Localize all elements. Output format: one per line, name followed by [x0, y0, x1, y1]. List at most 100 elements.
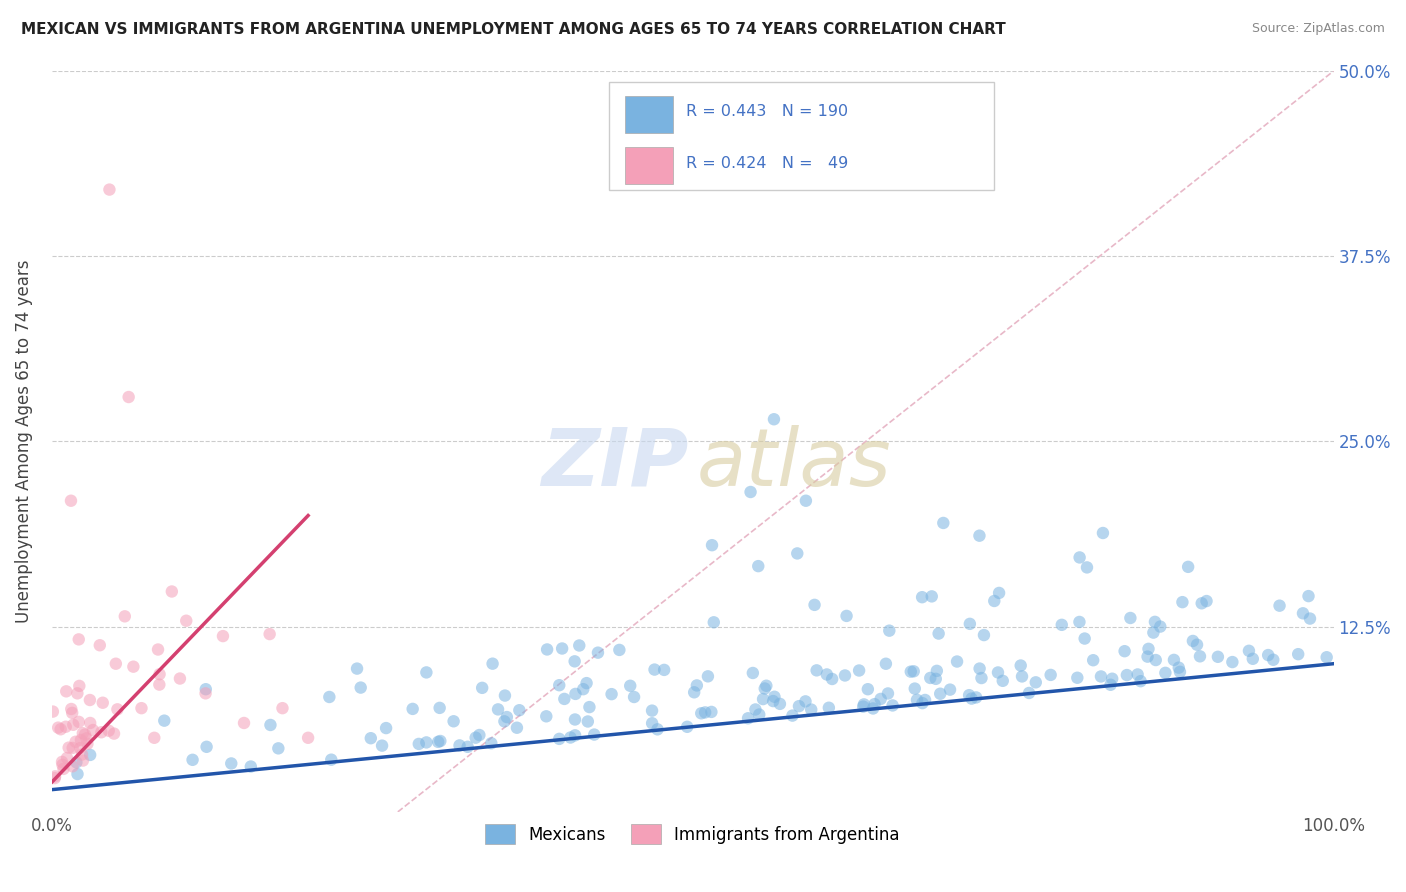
Point: [794, 694, 817, 708]
Point: [1136, 649, 1159, 664]
Point: [55, 720, 77, 734]
Point: [821, 672, 844, 686]
Point: [360, 731, 382, 746]
Point: [1142, 625, 1164, 640]
Point: [1066, 671, 1088, 685]
Point: [486, 702, 509, 716]
Point: [576, 714, 599, 729]
Point: [464, 731, 486, 745]
Point: [536, 709, 558, 723]
Text: Source: ZipAtlas.com: Source: ZipAtlas.com: [1251, 22, 1385, 36]
Point: [1143, 615, 1166, 629]
Point: [271, 701, 294, 715]
Point: [683, 685, 706, 699]
Point: [46, 721, 69, 735]
Point: [1268, 599, 1291, 613]
Point: [755, 679, 778, 693]
Point: [375, 721, 398, 735]
Point: [862, 701, 884, 715]
Point: [932, 516, 955, 530]
Point: [449, 739, 471, 753]
Point: [1126, 667, 1149, 681]
Text: atlas: atlas: [696, 425, 891, 503]
Point: [564, 713, 586, 727]
Point: [62, 759, 84, 773]
Point: [762, 412, 785, 426]
Point: [686, 678, 709, 692]
Point: [1129, 674, 1152, 689]
Point: [1257, 648, 1279, 662]
Point: [1298, 589, 1320, 603]
Point: [350, 681, 373, 695]
Point: [969, 662, 991, 676]
Point: [647, 723, 669, 737]
Point: [578, 700, 600, 714]
Point: [148, 677, 170, 691]
Point: [869, 692, 891, 706]
Point: [1137, 641, 1160, 656]
Point: [194, 682, 217, 697]
Point: [219, 756, 242, 771]
Point: [402, 702, 425, 716]
Point: [427, 735, 450, 749]
Point: [481, 657, 503, 671]
Point: [946, 655, 969, 669]
Point: [508, 703, 530, 717]
Point: [1167, 660, 1189, 674]
Point: [494, 714, 516, 729]
Point: [905, 693, 928, 707]
Point: [806, 664, 828, 678]
Point: [553, 692, 575, 706]
Point: [911, 696, 934, 710]
Text: R = 0.424   N =   49: R = 0.424 N = 49: [686, 156, 848, 171]
Point: [695, 706, 717, 720]
Point: [104, 657, 127, 671]
Point: [583, 728, 606, 742]
Y-axis label: Unemployment Among Ages 65 to 74 years: Unemployment Among Ages 65 to 74 years: [15, 260, 32, 624]
Point: [960, 691, 983, 706]
FancyBboxPatch shape: [624, 147, 673, 185]
Point: [641, 704, 664, 718]
Point: [70, 747, 93, 762]
Point: [575, 676, 598, 690]
Point: [1025, 675, 1047, 690]
Point: [479, 736, 502, 750]
Point: [914, 693, 936, 707]
Point: [551, 641, 574, 656]
Point: [443, 714, 465, 729]
Point: [973, 628, 995, 642]
Point: [1163, 653, 1185, 667]
Point: [70, 733, 93, 747]
Point: [66, 686, 89, 700]
Point: [1050, 617, 1073, 632]
Point: [1316, 650, 1339, 665]
Point: [76, 737, 98, 751]
Point: [803, 598, 825, 612]
Point: [744, 702, 766, 716]
Text: R = 0.443   N = 190: R = 0.443 N = 190: [686, 104, 848, 120]
FancyBboxPatch shape: [609, 82, 994, 190]
Point: [834, 668, 856, 682]
Point: [652, 663, 675, 677]
Point: [1181, 634, 1204, 648]
Point: [1073, 632, 1095, 646]
Point: [957, 688, 980, 702]
Point: [58, 740, 80, 755]
Point: [970, 671, 993, 685]
Point: [586, 646, 609, 660]
Point: [506, 721, 529, 735]
Point: [75, 731, 97, 746]
Point: [79, 693, 101, 707]
Point: [900, 665, 922, 679]
Point: [1263, 653, 1285, 667]
Point: [89, 638, 111, 652]
Point: [259, 718, 281, 732]
Point: [51, 755, 73, 769]
Point: [153, 714, 176, 728]
Point: [762, 694, 785, 708]
Point: [600, 687, 623, 701]
Point: [318, 690, 340, 704]
Point: [740, 485, 762, 500]
Point: [148, 667, 170, 681]
Point: [169, 672, 191, 686]
